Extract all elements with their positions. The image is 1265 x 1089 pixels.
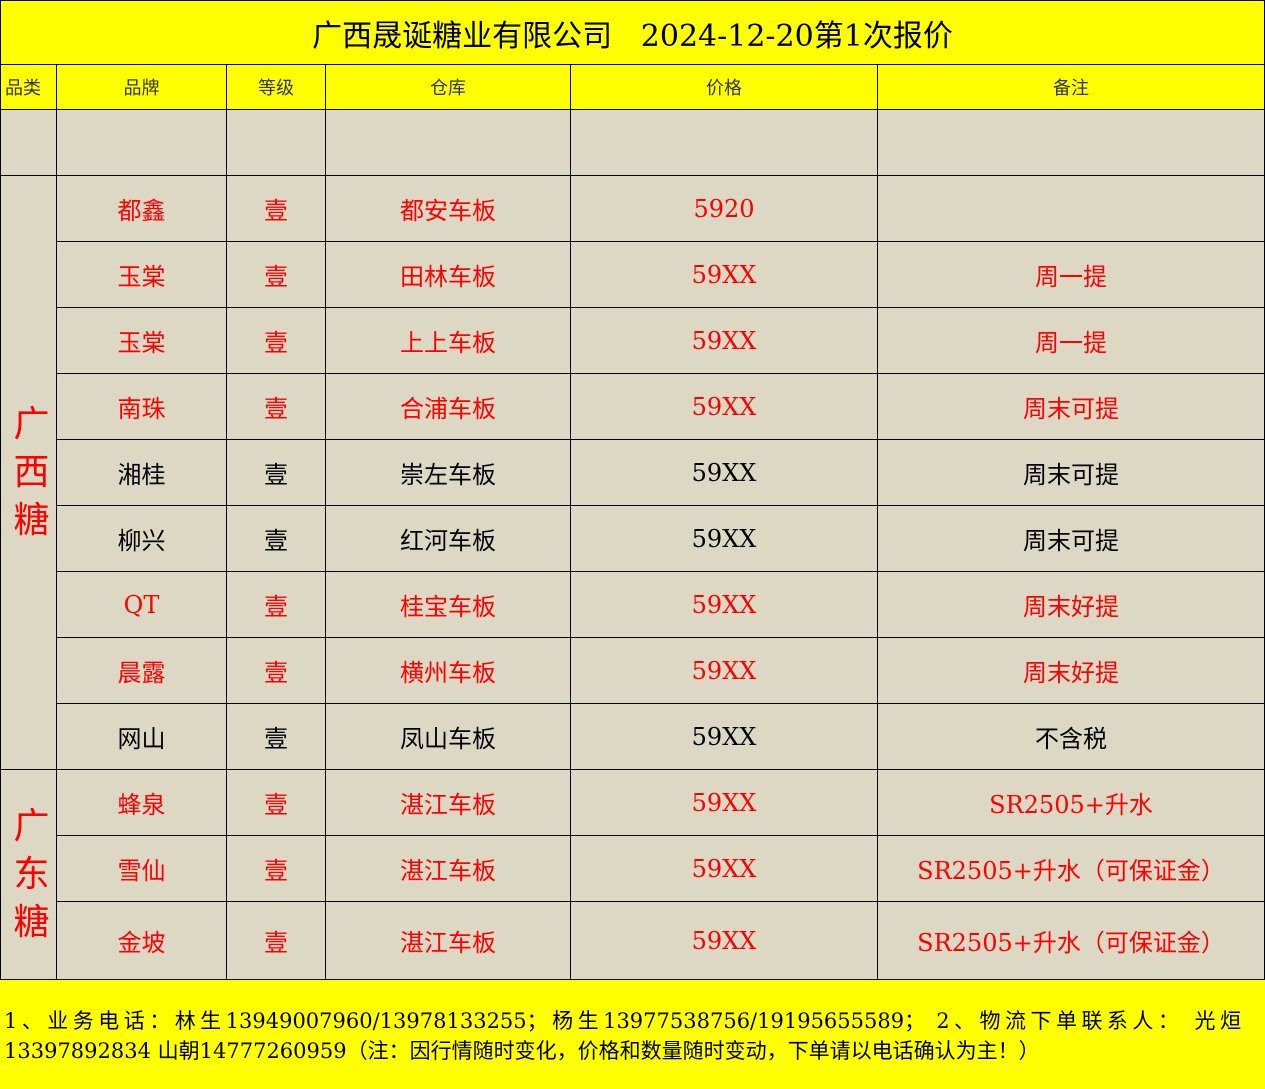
grade-cell: 壹 <box>226 703 326 770</box>
table-row: 柳兴壹红河车板 59XX 周末可提 <box>1 505 1265 572</box>
table-row: 网山壹凤山车板 59XX 不含税 <box>1 703 1265 770</box>
category-label: 广西糖 <box>13 403 50 541</box>
category-label: 广东糖 <box>13 805 50 943</box>
price-cell: 59XX <box>570 769 878 836</box>
table-row: 金坡壹湛江车板 59XX SR2505+升水（可保证金） <box>1 901 1265 980</box>
note-cell: 周末可提 <box>877 439 1265 506</box>
warehouse-cell: 上上车板 <box>325 307 571 374</box>
note-cell: 周一提 <box>877 241 1265 308</box>
contact-footer: 1、业务电话：林生13949007960/13978133255；杨生13977… <box>4 1009 1241 1063</box>
price-cell: 59XX <box>570 571 878 638</box>
note-cell: 周一提 <box>877 307 1265 374</box>
table-row: 南珠壹合浦车板 59XX 周末可提 <box>1 373 1265 440</box>
grade-cell: 壹 <box>226 835 326 902</box>
brand-cell: 网山 <box>56 703 227 770</box>
brand-cell: 都鑫 <box>56 175 227 242</box>
warehouse-cell: 红河车板 <box>325 505 571 572</box>
table-row: 广东糖 蜂泉壹湛江车板 59XX SR2505+升水 <box>0 769 1265 980</box>
cell <box>56 109 227 176</box>
table-row: 玉棠壹上上车板 59XX 周一提 <box>1 307 1265 374</box>
brand-cell: 玉棠 <box>56 307 227 374</box>
header-note: 备注 <box>877 64 1265 110</box>
brand-cell: 南珠 <box>56 373 227 440</box>
brand-cell: 湘桂 <box>56 439 227 506</box>
category-cell: 广东糖 <box>0 769 57 980</box>
table-row: QT 壹桂宝车板 59XX 周末好提 <box>1 571 1265 638</box>
grade-cell: 壹 <box>226 571 326 638</box>
brand-cell: 金坡 <box>56 901 227 980</box>
warehouse-cell: 桂宝车板 <box>325 571 571 638</box>
note-cell: 不含税 <box>877 703 1265 770</box>
brand-cell: QT <box>56 571 227 638</box>
note-cell: 周末好提 <box>877 571 1265 638</box>
note-cell: 周末可提 <box>877 373 1265 440</box>
note-cell: 周末可提 <box>877 505 1265 572</box>
price-table: 品类 品牌 等级 仓库 价格 备注 广西糖 都鑫壹都安车板 5920 玉棠壹田林车板 5… <box>0 64 1265 980</box>
header-warehouse: 仓库 <box>325 64 571 110</box>
grade-cell: 壹 <box>226 241 326 308</box>
table-row: 雪仙壹湛江车板 59XX SR2505+升水（可保证金） <box>1 835 1265 902</box>
grade-cell: 壹 <box>226 637 326 704</box>
warehouse-cell: 都安车板 <box>325 175 571 242</box>
price-cell: 59XX <box>570 241 878 308</box>
warehouse-cell: 崇左车板 <box>325 439 571 506</box>
grade-cell: 壹 <box>226 175 326 242</box>
table-row: 晨露壹横州车板 59XX 周末好提 <box>1 637 1265 704</box>
cell <box>570 109 878 176</box>
sheet-title: 广西晟诞糖业有限公司 2024-12-20第1次报价 <box>0 0 1265 64</box>
grade-cell: 壹 <box>226 769 326 836</box>
warehouse-cell: 湛江车板 <box>325 769 571 836</box>
grade-cell: 壹 <box>226 439 326 506</box>
grade-cell: 壹 <box>226 901 326 980</box>
cell <box>226 109 326 176</box>
brand-cell: 柳兴 <box>56 505 227 572</box>
category-cell: 广西糖 <box>0 175 57 770</box>
warehouse-cell: 田林车板 <box>325 241 571 308</box>
price-cell: 59XX <box>570 373 878 440</box>
header-grade: 等级 <box>226 64 326 110</box>
header-row: 品类 品牌 等级 仓库 价格 备注 <box>0 64 1265 110</box>
header-brand: 品牌 <box>56 64 227 110</box>
note-cell: 周末好提 <box>877 637 1265 704</box>
price-cell: 59XX <box>570 901 878 980</box>
blank-row <box>0 109 1265 176</box>
table-row: 玉棠壹田林车板 59XX 周一提 <box>1 241 1265 308</box>
warehouse-cell: 横州车板 <box>325 637 571 704</box>
grade-cell: 壹 <box>226 505 326 572</box>
note-cell <box>877 175 1265 242</box>
brand-cell: 玉棠 <box>56 241 227 308</box>
brand-cell: 晨露 <box>56 637 227 704</box>
table-row: 湘桂壹崇左车板 59XX 周末可提 <box>1 439 1265 506</box>
price-cell: 59XX <box>570 637 878 704</box>
grade-cell: 壹 <box>226 307 326 374</box>
brand-cell: 蜂泉 <box>56 769 227 836</box>
price-cell: 59XX <box>570 703 878 770</box>
header-price: 价格 <box>570 64 878 110</box>
price-cell: 59XX <box>570 439 878 506</box>
cell <box>877 109 1265 176</box>
warehouse-cell: 合浦车板 <box>325 373 571 440</box>
warehouse-cell: 湛江车板 <box>325 835 571 902</box>
note-cell: SR2505+升水（可保证金） <box>877 835 1265 902</box>
price-cell: 59XX <box>570 505 878 572</box>
price-cell: 59XX <box>570 835 878 902</box>
price-cell: 5920 <box>570 175 878 242</box>
cell <box>325 109 571 176</box>
note-cell: SR2505+升水 <box>877 769 1265 836</box>
note-cell: SR2505+升水（可保证金） <box>877 901 1265 980</box>
grade-cell: 壹 <box>226 373 326 440</box>
brand-cell: 雪仙 <box>56 835 227 902</box>
warehouse-cell: 凤山车板 <box>325 703 571 770</box>
table-row: 广西糖 都鑫壹都安车板 5920 <box>0 175 1265 770</box>
price-cell: 59XX <box>570 307 878 374</box>
warehouse-cell: 湛江车板 <box>325 901 571 980</box>
cell <box>0 109 57 176</box>
header-category: 品类 <box>0 64 57 110</box>
